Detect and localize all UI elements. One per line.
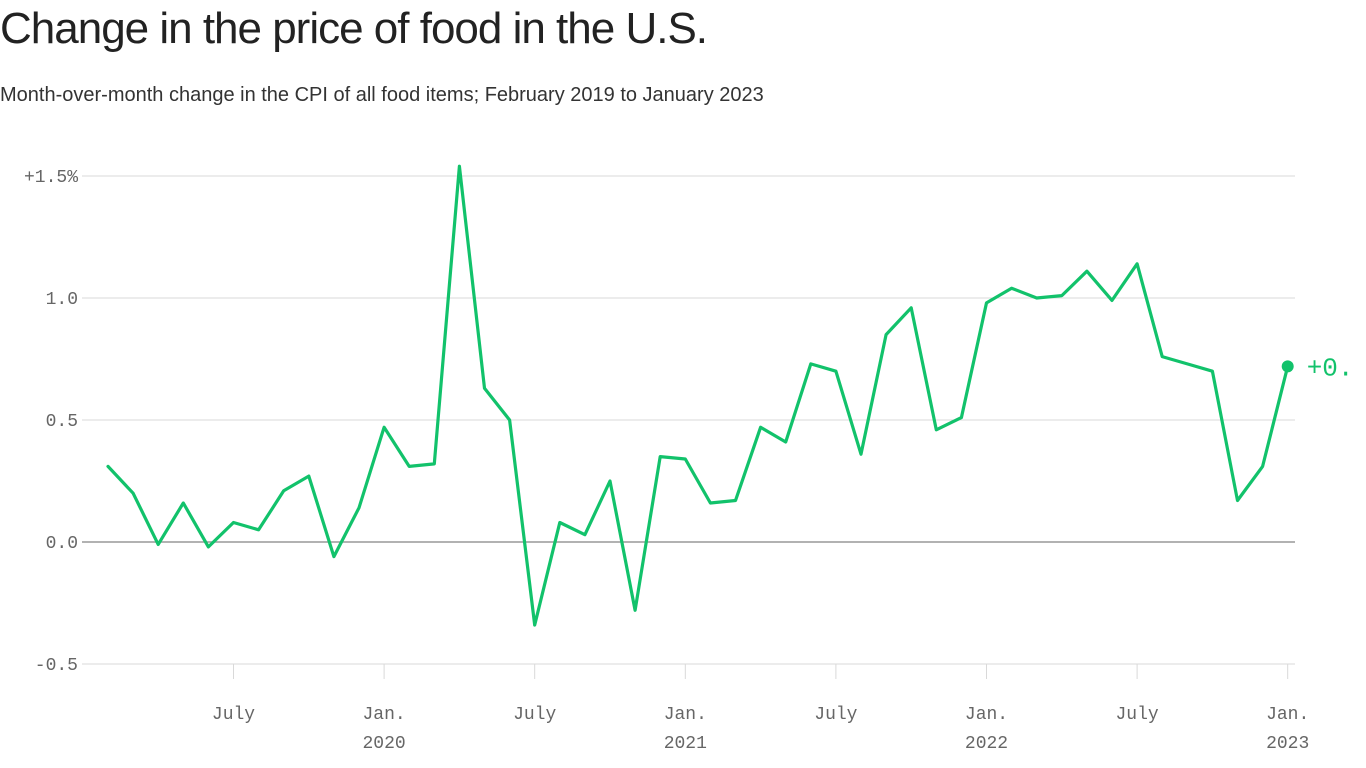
x-tick-year: 2020 xyxy=(362,734,405,754)
x-tick-year: 2021 xyxy=(664,734,707,754)
y-tick-label: 1.0 xyxy=(46,290,78,310)
x-tick-label: July xyxy=(513,705,556,725)
y-tick-label: +1.5% xyxy=(24,168,78,188)
series-line xyxy=(106,164,1290,627)
chart-subtitle: Month-over-month change in the CPI of al… xyxy=(0,84,764,106)
y-tick-label: 0.5 xyxy=(46,412,78,432)
x-tick-label: Jan. xyxy=(664,705,707,725)
gridlines xyxy=(82,175,1295,665)
y-tick-label: -0.5 xyxy=(35,656,78,676)
x-tick-label: Jan. xyxy=(1266,705,1309,725)
x-tick-year: 2023 xyxy=(1266,734,1309,754)
y-axis-ticks: +1.5% 1.0 0.5 0.0 -0.5 xyxy=(24,168,78,676)
chart-title: Change in the price of food in the U.S. xyxy=(0,4,708,53)
x-tick-label: July xyxy=(212,705,255,725)
x-tick-label: July xyxy=(1115,705,1158,725)
x-tick-label: Jan. xyxy=(362,705,405,725)
x-tick-label: July xyxy=(814,705,857,725)
series-layer: +0. xyxy=(106,164,1354,627)
x-tick-label: Jan. xyxy=(965,705,1008,725)
end-point-marker xyxy=(1281,360,1294,373)
end-value-label: +0. xyxy=(1307,353,1354,383)
x-axis-ticks: July Jan. 2020 July Jan. 2021 July Jan. 2022 July… xyxy=(212,664,1309,754)
x-tick-year: 2022 xyxy=(965,734,1008,754)
y-tick-label: 0.0 xyxy=(46,534,78,554)
